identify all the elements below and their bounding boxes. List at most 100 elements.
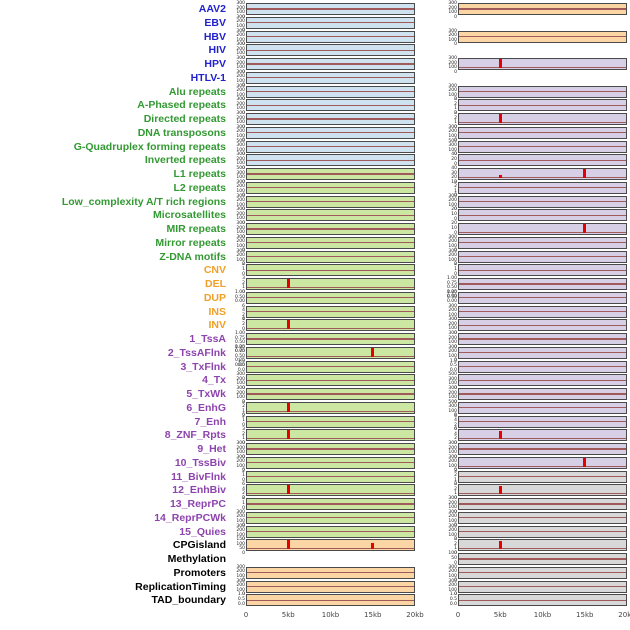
y-tick-value: 0 [454,358,457,364]
y-tick-value: 0 [242,152,245,157]
y-tick-value: 300 [236,152,245,158]
row-label: 6_EnhG [186,401,226,414]
y-tick-value: 200 [448,198,457,203]
row-label: INS [208,305,226,318]
y-tick-value: 1 [454,491,457,497]
y-tick-value: 200 [236,33,245,38]
y-tick-value: 2 [242,413,245,419]
y-tick-value: 300 [236,564,245,570]
y-tick-value: 300 [236,454,245,460]
y-tick-value: 300 [236,14,245,20]
y-tick-value: 200 [448,445,457,451]
y-tick-value: 0 [242,326,245,332]
density-baseline [247,420,414,422]
y-tick-value: 100 [448,10,457,15]
y-tick-value: 20 [451,221,457,226]
density-baseline [459,420,626,422]
y-axis-tick-labels: 1.00 0.75 0.50 0.25 0.00 [229,344,245,367]
density-baseline [247,173,414,175]
y-tick-value: 0.50 [234,353,245,359]
density-baseline [459,475,626,477]
y-tick-value: 200 [236,60,245,66]
density-panel [458,498,627,510]
y-tick-value: 300 [448,331,457,336]
y-tick-value: 100 [236,51,245,57]
density-baseline [247,200,414,202]
density-panel [458,126,627,139]
density-baseline [459,379,626,381]
y-tick-value: 100 [236,106,245,112]
y-tick-value: 0.25 [234,344,245,350]
y-axis-tick-labels: 300 200 100 0 [229,111,245,129]
y-tick-value: 100 [236,541,245,547]
y-tick-value: 200 [236,74,245,80]
y-tick-value: 2 [454,541,457,547]
y-tick-value: 200 [236,225,245,231]
density-panel [246,264,415,277]
density-baseline [459,572,626,574]
density-baseline [247,355,414,357]
y-tick-value: 200 [448,253,457,258]
y-tick-value: 0.5 [449,597,457,602]
row-label: A-Phased repeats [137,99,226,112]
density-panel [458,415,627,428]
y-tick-value: 0 [242,207,245,212]
density-baseline [459,145,626,147]
y-tick-value: 0 [242,385,245,391]
row-label: HTLV-1 [190,71,226,84]
y-tick-value: 100 [236,202,245,208]
y-tick-value: 0 [454,69,457,75]
y-tick-value: 150 [236,537,245,543]
y-axis-tick-labels: 20 10 0 [441,221,457,236]
y-tick-value: 0 [454,248,457,254]
y-axis-tick-labels: 300 200 100 0 [441,579,457,597]
y-axis-tick-labels: 300 200 100 0 [229,1,245,19]
density-spike [582,168,586,179]
density-baseline [247,77,414,79]
y-tick-value: 40 [451,166,457,171]
density-panel [246,181,415,194]
y-axis-tick-labels: 300 200 100 0 [229,454,245,473]
y-tick-value: 0 [454,427,457,432]
y-tick-value: 300 [236,193,245,199]
row-label: AAV2 [198,3,226,15]
y-axis-tick-labels: 40 30 20 10 [441,166,457,184]
row-label: HIV [208,44,226,57]
density-panel [458,236,627,249]
y-tick-value: 2 [242,431,245,437]
y-tick-value: 100 [448,37,457,43]
y-tick-value: 200 [236,514,245,520]
y-axis-tick-labels: 1.00 0.50 0.00 [229,290,245,305]
y-tick-value: 100 [236,230,245,235]
density-baseline [459,548,626,550]
density-baseline [459,338,626,340]
density-panel [246,250,415,263]
y-tick-value: 200 [448,239,457,245]
row-label: Mirror repeats [155,236,226,249]
y-tick-value: 1 [454,120,457,125]
y-tick-value: 300 [236,509,245,515]
y-tick-value: 0 [454,161,457,167]
y-tick-value: 0 [242,454,245,460]
y-tick-value: 0 [454,262,457,267]
y-tick-value: 4 [454,431,457,437]
y-tick-value: 200 [236,459,245,465]
y-tick-value: 200 [236,211,245,217]
y-tick-value: 0 [454,385,457,391]
density-baseline [247,503,414,505]
row-label: 1_TssA [189,333,226,345]
density-baseline [247,187,414,189]
y-tick-value: 0 [454,454,457,460]
y-tick-value: 0 [454,440,457,446]
y-tick-value: 1.00 [234,344,245,350]
density-panel [458,388,627,400]
y-tick-value: 0 [242,69,245,75]
y-tick-value: 1.00 [234,331,245,336]
density-panel [458,580,627,593]
y-tick-value: 0 [242,289,245,295]
density-baseline [247,410,414,412]
